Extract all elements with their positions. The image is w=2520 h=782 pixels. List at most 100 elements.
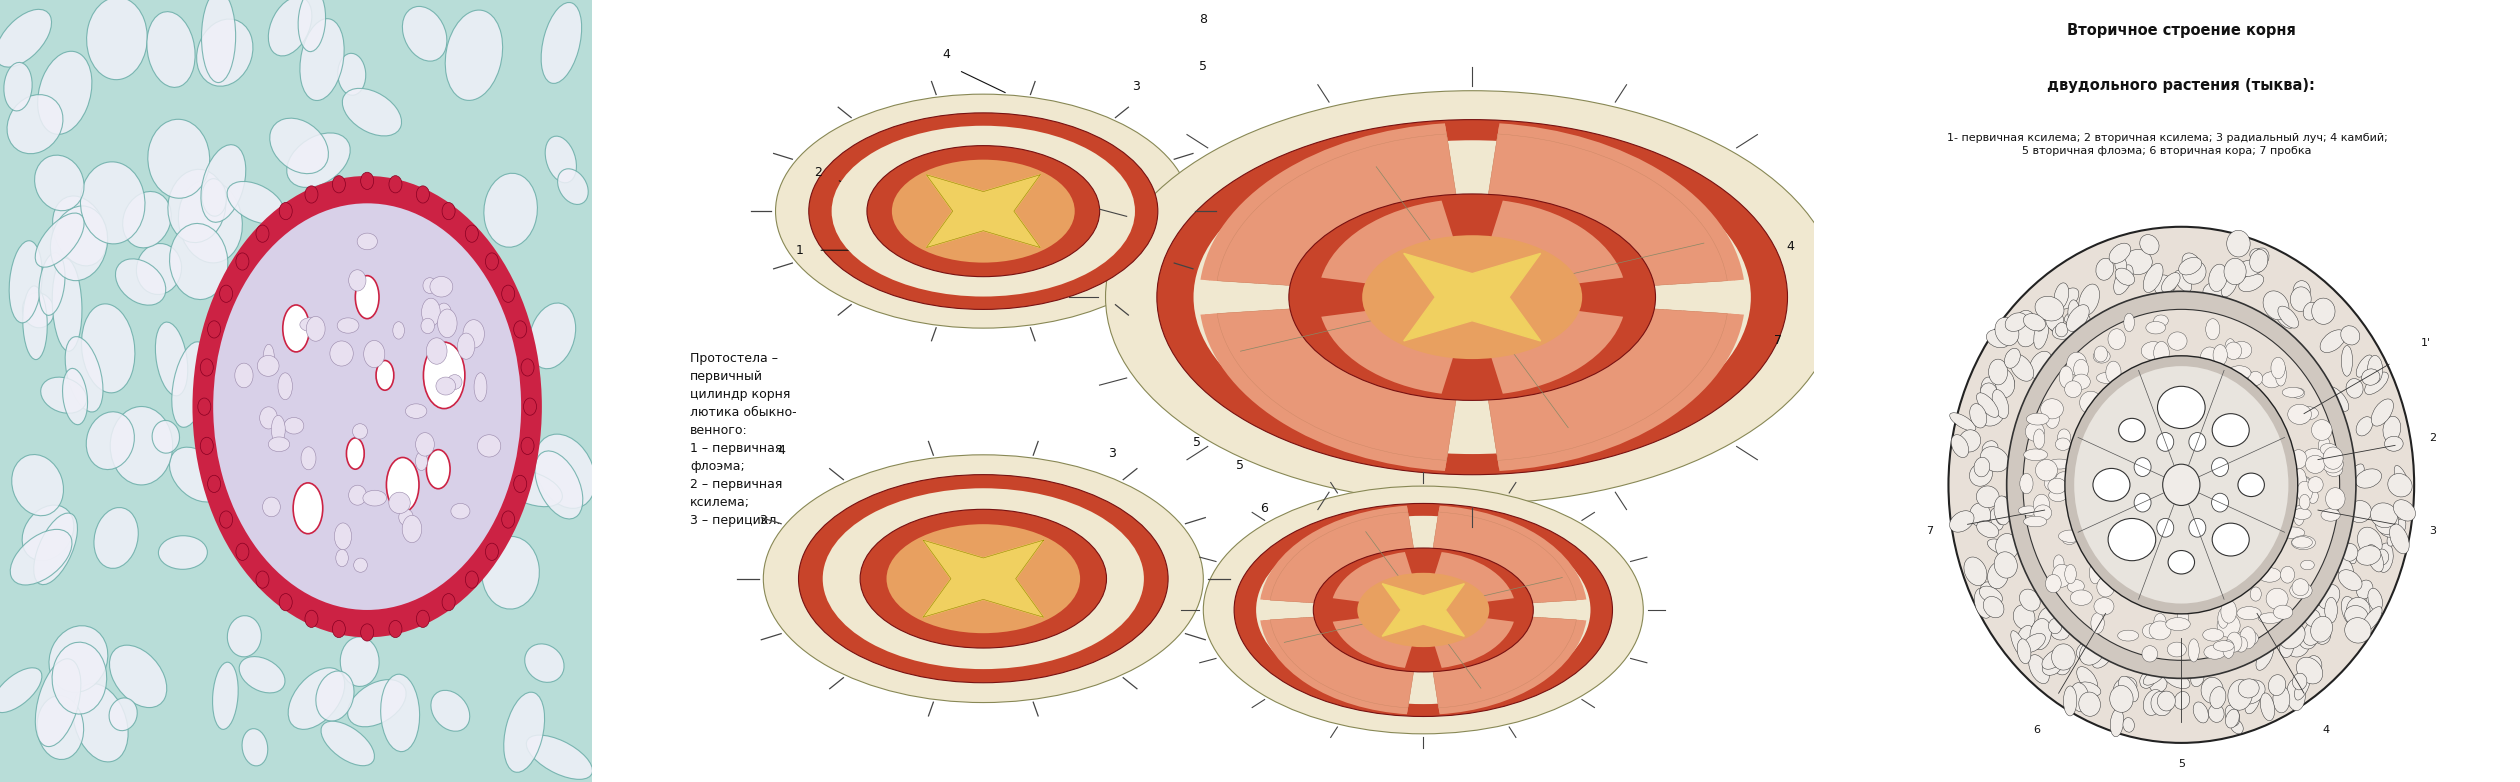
Ellipse shape [300,447,315,470]
Ellipse shape [23,292,53,328]
Ellipse shape [1971,503,1991,526]
Ellipse shape [2155,275,2175,297]
Ellipse shape [2296,481,2313,502]
Text: 4: 4 [942,48,950,61]
Wedge shape [1341,558,1424,610]
Wedge shape [1436,618,1550,691]
Text: 8: 8 [1200,13,1207,27]
Ellipse shape [980,580,1023,601]
Wedge shape [1283,619,1409,701]
Wedge shape [1285,309,1454,417]
Wedge shape [1336,554,1414,604]
Ellipse shape [116,259,166,305]
Ellipse shape [2034,319,2049,349]
Text: 2: 2 [814,166,822,178]
Ellipse shape [557,169,587,204]
Wedge shape [1492,310,1678,429]
Wedge shape [1315,616,1414,679]
Ellipse shape [2026,413,2049,425]
Wedge shape [1489,307,1638,403]
Wedge shape [1326,203,1459,288]
Wedge shape [1436,618,1547,689]
Ellipse shape [123,192,171,248]
Ellipse shape [315,671,353,721]
Ellipse shape [53,196,108,266]
Ellipse shape [2286,632,2311,657]
Wedge shape [1497,313,1731,462]
Ellipse shape [1996,317,2019,346]
Ellipse shape [2328,447,2339,461]
Ellipse shape [2200,347,2220,368]
Ellipse shape [353,558,368,572]
Ellipse shape [1978,586,2003,604]
Wedge shape [1298,529,1411,602]
Circle shape [2157,432,2175,451]
Ellipse shape [501,285,514,303]
Wedge shape [1436,531,1547,602]
Wedge shape [1487,307,1628,397]
Ellipse shape [2150,675,2167,693]
Ellipse shape [2139,671,2155,688]
Ellipse shape [476,435,501,457]
Ellipse shape [529,303,575,369]
Ellipse shape [40,377,86,413]
Ellipse shape [2341,597,2361,627]
Ellipse shape [66,336,103,412]
Ellipse shape [2296,476,2308,488]
Ellipse shape [23,286,48,360]
Ellipse shape [2313,625,2331,644]
Ellipse shape [305,610,318,627]
Wedge shape [1217,135,1446,282]
Ellipse shape [360,624,373,641]
Wedge shape [1336,297,1472,385]
Wedge shape [1305,617,1411,685]
Ellipse shape [108,645,166,708]
Ellipse shape [2049,619,2061,633]
Wedge shape [1492,310,1668,423]
Ellipse shape [2205,645,2225,659]
Ellipse shape [2180,257,2202,275]
Ellipse shape [2097,258,2114,280]
Wedge shape [1494,152,1698,283]
Ellipse shape [285,418,305,434]
Wedge shape [1315,541,1414,604]
Ellipse shape [277,373,292,400]
Wedge shape [1283,519,1409,601]
Circle shape [2213,457,2228,476]
Ellipse shape [2079,284,2099,315]
FancyBboxPatch shape [0,0,592,782]
Ellipse shape [2273,686,2291,713]
Ellipse shape [1106,91,1840,504]
Wedge shape [1434,616,1520,672]
Wedge shape [1472,210,1608,297]
Ellipse shape [1981,383,1998,402]
Ellipse shape [2124,249,2152,274]
Wedge shape [1436,516,1570,601]
Wedge shape [1434,617,1537,683]
Ellipse shape [2107,328,2124,350]
Ellipse shape [2356,469,2381,488]
Wedge shape [1489,309,1661,417]
Wedge shape [1434,538,1535,603]
Wedge shape [1278,619,1409,702]
Ellipse shape [416,610,428,627]
Ellipse shape [388,492,411,514]
Wedge shape [1318,543,1414,604]
Ellipse shape [2109,243,2129,264]
Ellipse shape [501,511,514,528]
Ellipse shape [2238,473,2265,497]
Ellipse shape [363,340,386,368]
Ellipse shape [1950,511,1973,533]
Ellipse shape [2029,351,2051,378]
Ellipse shape [300,317,323,332]
Ellipse shape [867,145,1099,277]
Wedge shape [1439,619,1572,706]
Ellipse shape [466,225,479,242]
Wedge shape [1492,163,1681,284]
Ellipse shape [2263,291,2288,320]
Ellipse shape [2293,579,2308,596]
Ellipse shape [212,662,239,730]
Ellipse shape [386,457,418,512]
Circle shape [1948,227,2414,743]
Ellipse shape [199,359,214,376]
